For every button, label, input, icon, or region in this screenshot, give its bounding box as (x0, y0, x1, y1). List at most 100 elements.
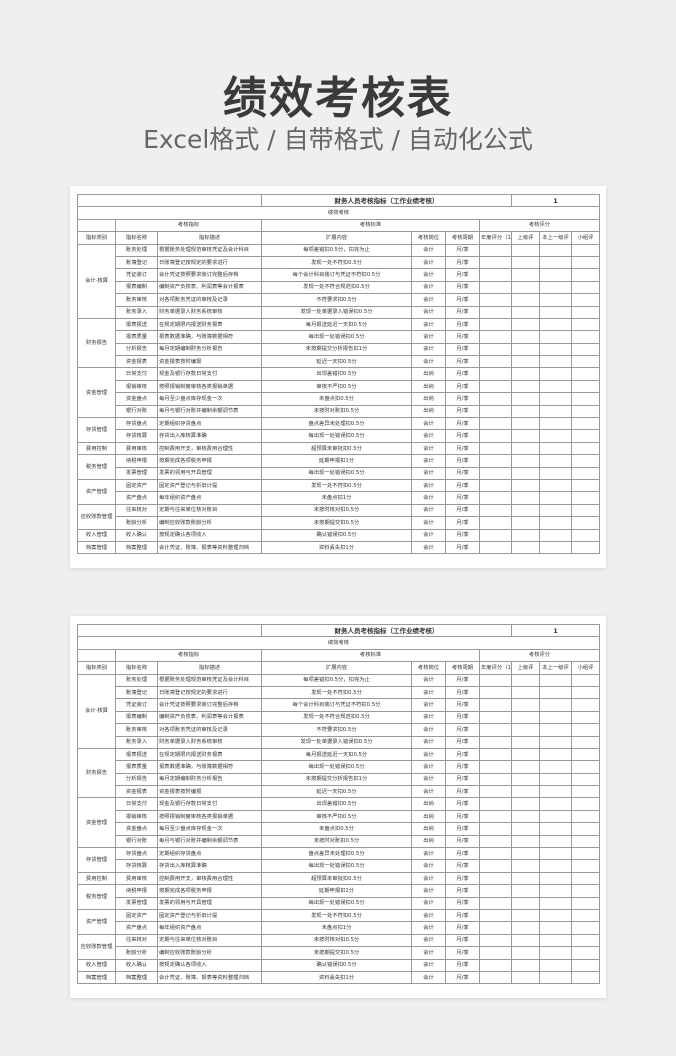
score-cell (539, 871, 572, 886)
row: 指标类别指标名称指标描述扩展内容考核岗位考核周期年度评分（1~3分）上级评本上一… (77, 661, 601, 675)
score-cell (570, 516, 601, 530)
category: 档案管理 (77, 540, 116, 555)
score-cell (511, 946, 540, 960)
score-cell (570, 540, 601, 555)
cell: 费用审核 (115, 871, 158, 886)
cell: 会计 (411, 896, 446, 911)
row: 应收账款管理 往来核对 定期与往来单位核对账目 未按时核对扣0.5分 会计 月/季 (77, 503, 601, 530)
score-cell (539, 317, 572, 332)
score-cell (511, 305, 540, 319)
cell: 日账簿登记按规定的要求进行 (157, 685, 262, 700)
cell: 月/季 (445, 491, 480, 505)
cell: 会计 (411, 946, 446, 960)
row: 绩效考核 (76, 206, 601, 220)
score-cell (539, 723, 572, 737)
cell: 报销审核 (115, 379, 158, 394)
cell: 确认错误扣0.5分 (261, 528, 412, 542)
score-cell (570, 785, 601, 799)
score-cell (570, 342, 601, 357)
score-cell (511, 847, 540, 861)
category: 存货管理 (77, 847, 116, 873)
cell: 控制费用开支，审核费用合理性 (157, 871, 262, 886)
cell: 往来核对 (115, 933, 158, 948)
cell: 报表编制 (115, 280, 158, 295)
cell: 月/季 (445, 710, 480, 725)
cell: 存货盘点 (115, 847, 158, 861)
row: 账龄分析 编制应收账款账龄分析 未按期提交扣0.5分 会计 月/季 (78, 516, 601, 530)
score-cell (511, 330, 540, 344)
score-cell (570, 735, 601, 749)
score-cell (511, 317, 540, 332)
row: 收入管理 收入确认 按规定确认各项收入 确认错误扣0.5分 会计 月/季 (77, 958, 601, 972)
column-header: 年度评分（1~3分） (479, 231, 512, 245)
cell (77, 623, 262, 638)
column-header: 考核岗位 (411, 661, 446, 675)
cell: 会计 (411, 293, 446, 307)
cell: 月/季 (445, 305, 480, 319)
score-cell (539, 379, 572, 394)
score-cell (479, 268, 512, 282)
row: 分析报告 每月定期编制财务分析报告 未按期提交分析报告扣1分 会计 月/季 (78, 342, 601, 357)
category: 财务报告 (77, 317, 116, 369)
score-cell (511, 822, 540, 836)
cell: 月/季 (445, 685, 480, 700)
cell: 按规定确认各项收入 (157, 528, 262, 542)
cell: 财务单据录入财务系统审核 (157, 735, 262, 749)
score-cell (511, 503, 540, 518)
row: 绩效考核 (76, 636, 601, 650)
category: 财务报告 (77, 747, 116, 799)
score-cell (570, 797, 601, 811)
score-cell (479, 785, 512, 799)
group-header: 考核评分 (478, 218, 601, 233)
cell: 会计凭证、账簿、报表等资料整理归档 (157, 540, 262, 555)
cell: 月/季 (445, 896, 480, 911)
row: 报销审核 按照报销制度审核各类报销单据 审核不严扣0.5分 出纳 月/季 (78, 809, 601, 824)
subtitle: Excel格式 / 自带格式 / 自动化公式 (143, 125, 533, 154)
table: 财务人员考核指标（工作业绩考核） 1 绩效考核 考核指标 考核标准 考核评分 指标类别 指标名… (76, 193, 601, 555)
score-cell (570, 255, 601, 270)
cell: 在规定期限内报送财务报表 (157, 317, 262, 332)
cell: 月/季 (445, 884, 480, 898)
cell: 固定资产 (115, 908, 158, 923)
score-cell (539, 305, 572, 319)
score-cell (539, 528, 572, 542)
cell: 会计 (411, 673, 446, 687)
cell: 月/季 (445, 280, 480, 295)
column-header: 小组评 (570, 661, 601, 675)
cell: 账簿登记 (115, 685, 158, 700)
cell: 未按时核对扣0.5分 (261, 503, 412, 518)
score-cell (539, 466, 572, 481)
cell: 月/季 (445, 342, 480, 357)
cell: 会计凭证按照要求装订完整后存档 (157, 698, 262, 712)
cell: 出纳 (411, 797, 446, 811)
cell: 会计 (411, 305, 446, 319)
cell: 会计 (411, 516, 446, 530)
score-cell (511, 516, 540, 530)
score-cell (479, 685, 512, 700)
score-cell (479, 859, 512, 873)
cell: 确认错误扣0.5分 (261, 958, 412, 972)
cell: 会计凭证按照要求装订完整后存档 (157, 268, 262, 282)
cell: 会计 (411, 760, 446, 774)
category: 资金管理 (77, 367, 116, 419)
cell: 月/季 (445, 958, 480, 972)
score-cell (511, 859, 540, 873)
cell: 未盘点扣0.5分 (261, 392, 412, 406)
cell: 发现一处不符扣0.5分 (261, 908, 412, 923)
score-cell (539, 429, 572, 443)
cell: 每个会计科目装订与凭证不符扣0.5分 (261, 698, 412, 712)
score-cell (479, 392, 512, 406)
category: 费用控制 (77, 871, 116, 886)
cell: 出纳 (411, 404, 446, 419)
score-cell (479, 847, 512, 861)
score-cell (570, 429, 601, 443)
cell: 存货出入库核算准确 (157, 429, 262, 443)
score-cell (511, 747, 540, 762)
cell: 控制费用开支，审核费用合理性 (157, 441, 262, 456)
category: 税务管理 (77, 454, 116, 480)
score-cell (570, 747, 601, 762)
cell: 根据账务处理规范审核凭证及会计科目 (157, 243, 262, 257)
column-header: 扩展内容 (261, 661, 412, 675)
row: 账龄分析 编制应收账款账龄分析 未按期提交扣0.5分 会计 月/季 (78, 946, 601, 960)
page-number: 1 (510, 623, 601, 638)
